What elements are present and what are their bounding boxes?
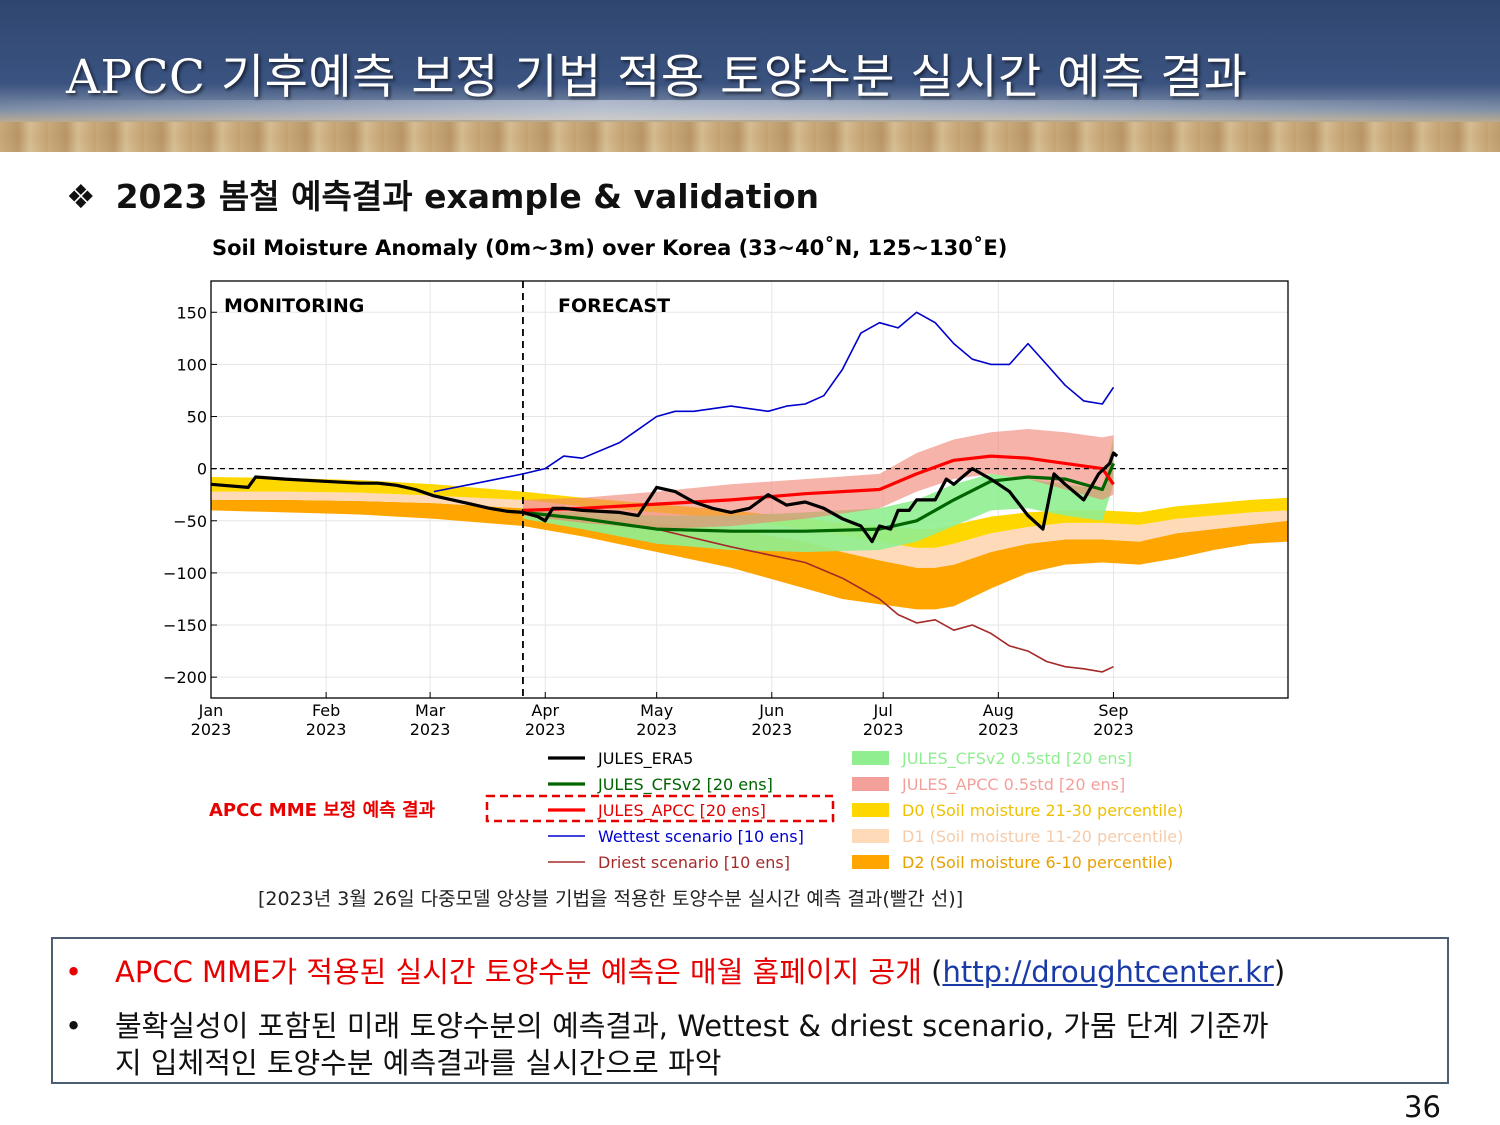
- legend-label: Driest scenario [10 ens]: [598, 853, 790, 872]
- x-tick-label-year: 2023: [1093, 720, 1134, 739]
- legend-patch-swatch: [852, 751, 889, 765]
- legend-label: JULES_APCC [20 ens]: [597, 801, 766, 821]
- banner-cloud-decoration: [0, 100, 1500, 120]
- callout-dashed-box: [485, 794, 835, 823]
- annotation-monitoring: MONITORING: [224, 295, 364, 317]
- x-tick-label-month: Sep: [1098, 701, 1128, 720]
- bullet-icon: •: [65, 955, 83, 989]
- legend-label: D2 (Soil moisture 6-10 percentile): [902, 853, 1173, 872]
- y-tick-label: 0: [197, 460, 207, 479]
- x-tick-label-month: Apr: [531, 701, 559, 720]
- x-tick-label-month: Jan: [198, 701, 224, 720]
- annotation-forecast: FORECAST: [558, 295, 670, 317]
- legend-label: Wettest scenario [10 ens]: [598, 827, 804, 846]
- x-tick-label-year: 2023: [410, 720, 451, 739]
- x-tick-label-month: Jun: [758, 701, 784, 720]
- x-tick-label-month: Jul: [873, 701, 893, 720]
- summary-text-3: 지 입체적인 토양수분 예측결과를 실시간으로 파악: [115, 1046, 722, 1080]
- y-tick-label: −100: [163, 564, 207, 583]
- x-tick-label-year: 2023: [525, 720, 566, 739]
- band-d0: [211, 477, 1288, 548]
- page-number: 36: [1404, 1090, 1441, 1124]
- diamond-bullet-icon: ❖: [66, 177, 96, 216]
- legend-patch-swatch: [852, 855, 889, 869]
- legend-patch-swatch: [852, 777, 889, 791]
- y-tick-label: −150: [163, 616, 207, 635]
- section-subtitle: ❖ 2023 봄철 예측결과 example & validation: [66, 170, 819, 218]
- legend-label: D1 (Soil moisture 11-20 percentile): [902, 827, 1183, 846]
- x-tick-label-month: May: [640, 701, 673, 720]
- x-tick-label-year: 2023: [978, 720, 1019, 739]
- legend-label: JULES_CFSv2 0.5std [20 ens]: [901, 749, 1132, 769]
- slide-title: APCC 기후예측 보정 기법 적용 토양수분 실시간 예측 결과: [66, 50, 1248, 105]
- subtitle-text: 2023 봄철 예측결과 example & validation: [115, 177, 820, 216]
- banner-sand-decoration: [0, 122, 1500, 152]
- summary-red-text: APCC MME가 적용된 실시간 토양수분 예측은 매월 홈페이지 공개: [115, 955, 922, 989]
- x-tick-label-month: Aug: [983, 701, 1014, 720]
- plot-area: 150100500−50−100−150−200Jan2023Feb2023Ma…: [163, 280, 1289, 739]
- legend-label: JULES_ERA5: [597, 749, 693, 769]
- legend-patch-swatch: [852, 829, 889, 843]
- legend-label: D0 (Soil moisture 21-30 percentile): [902, 801, 1183, 820]
- summary-line-1: • APCC MME가 적용된 실시간 토양수분 예측은 매월 홈페이지 공개 (…: [65, 949, 1285, 991]
- x-tick-label-year: 2023: [191, 720, 232, 739]
- bullet-icon: •: [65, 1009, 83, 1043]
- soil-moisture-chart: Soil Moisture Anomaly (0m~3m) over Korea…: [163, 236, 1289, 872]
- y-tick-label: −200: [163, 668, 207, 687]
- figure-caption: [2023년 3월 26일 다중모델 앙상블 기법을 적용한 토양수분 실시간 …: [258, 888, 964, 910]
- x-tick-label-year: 2023: [306, 720, 347, 739]
- legend-label: JULES_CFSv2 [20 ens]: [597, 775, 773, 795]
- y-tick-label: −50: [173, 512, 207, 531]
- series-wettest-line: [433, 311, 1115, 493]
- summary-box: • APCC MME가 적용된 실시간 토양수분 예측은 매월 홈페이지 공개 (…: [51, 937, 1449, 1084]
- band-d2: [211, 499, 1288, 610]
- paren-open: (: [921, 955, 943, 989]
- summary-line-3: 지 입체적인 토양수분 예측결과를 실시간으로 파악: [65, 1040, 721, 1082]
- series-cfsv2-line: [522, 462, 1115, 533]
- y-tick-label: 100: [176, 355, 207, 374]
- x-tick-label-year: 2023: [863, 720, 904, 739]
- x-tick-label-month: Mar: [415, 701, 446, 720]
- series-era5-line: [210, 451, 1119, 544]
- x-tick-label-month: Feb: [312, 701, 340, 720]
- plot-frame: [210, 280, 1289, 699]
- series-apcc-line: [522, 454, 1115, 512]
- legend-label: JULES_APCC 0.5std [20 ens]: [901, 775, 1125, 795]
- chart-legend: JULES_ERA5 JULES_CFSv2 [20 ens] JULES_APCC…: [548, 749, 1183, 872]
- y-tick-label: 50: [187, 408, 207, 427]
- chart-title: Soil Moisture Anomaly (0m~3m) over Korea…: [212, 236, 1007, 260]
- x-tick-label-year: 2023: [636, 720, 677, 739]
- summary-line-2: • 불확실성이 포함된 미래 토양수분의 예측결과, Wettest & drie…: [65, 1003, 1269, 1045]
- y-tick-label: 150: [176, 303, 207, 322]
- droughtcenter-link[interactable]: http://droughtcenter.kr: [942, 955, 1274, 989]
- paren-close: ): [1273, 955, 1286, 989]
- summary-text-2: 불확실성이 포함된 미래 토양수분의 예측결과, Wettest & dries…: [115, 1009, 1269, 1043]
- x-tick-label-year: 2023: [751, 720, 792, 739]
- callout-label: APCC MME 보정 예측 결과: [209, 800, 436, 821]
- title-banner: [0, 0, 1500, 152]
- series-driest-line: [522, 511, 1114, 673]
- legend-patch-swatch: [852, 803, 889, 817]
